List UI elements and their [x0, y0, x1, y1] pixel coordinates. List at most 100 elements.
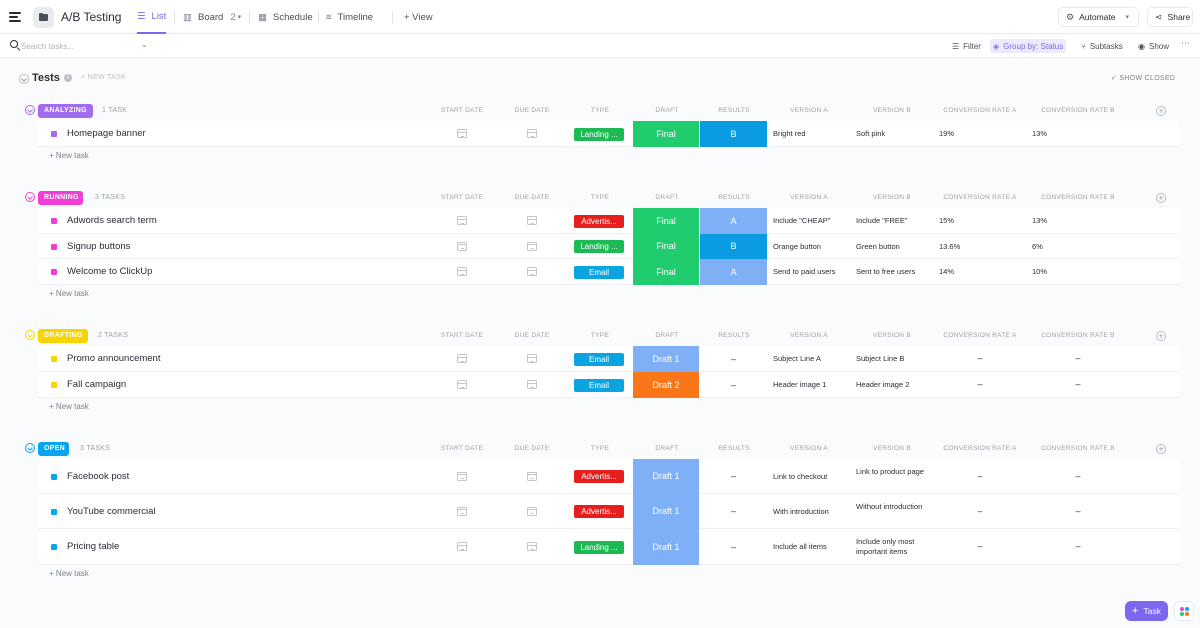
draft-cell[interactable]: Draft 1 [633, 494, 699, 529]
calendar-icon[interactable] [457, 216, 467, 225]
collapse-group-icon[interactable] [25, 192, 35, 202]
status-square[interactable] [51, 269, 57, 275]
search-input[interactable] [21, 39, 131, 53]
new-task-row[interactable]: + New task [49, 569, 89, 578]
hamburger-icon[interactable] [9, 12, 21, 22]
column-header[interactable]: CONVERSION RATE A [943, 332, 1017, 339]
column-header[interactable]: VERSION A [790, 445, 828, 452]
conversion-rate-b-cell[interactable]: 6% [1032, 241, 1043, 251]
new-task-fab[interactable]: + Task [1125, 601, 1168, 621]
draft-cell[interactable]: Draft 1 [633, 529, 699, 565]
draft-cell[interactable]: Draft 2 [633, 372, 699, 398]
column-header[interactable]: VERSION A [790, 194, 828, 201]
version-b-cell[interactable]: Without introduction [856, 501, 923, 511]
status-badge[interactable]: OPEN [38, 442, 69, 456]
type-tag[interactable]: Landing ... [574, 540, 624, 554]
version-a-cell[interactable]: Send to paid users [773, 267, 836, 276]
version-b-cell[interactable]: Header image 2 [856, 380, 910, 389]
column-header[interactable]: START DATE [440, 445, 484, 452]
status-badge[interactable]: RUNNING [38, 191, 83, 205]
column-header[interactable]: TYPE [590, 107, 610, 114]
version-b-cell[interactable]: Subject Line B [856, 354, 905, 363]
conversion-rate-a-cell[interactable]: 13.6% [939, 241, 961, 251]
type-tag[interactable]: Advertis... [574, 470, 624, 483]
draft-cell[interactable]: Final [633, 259, 699, 285]
column-header[interactable]: DUE DATE [514, 194, 550, 201]
calendar-icon[interactable] [457, 241, 467, 251]
type-tag[interactable]: Email [574, 265, 624, 279]
add-view-button[interactable]: + View [404, 11, 433, 23]
filter-button[interactable]: ☰ Filter [952, 41, 981, 51]
conversion-rate-b-cell[interactable]: – [1075, 541, 1081, 551]
collapse-group-icon[interactable] [25, 443, 35, 453]
version-a-cell[interactable]: Bright red [773, 129, 806, 138]
column-header[interactable]: START DATE [440, 332, 484, 339]
table-row[interactable]: Pricing table Landing ... Draft 1 – Include … [38, 529, 1179, 565]
column-header[interactable]: RESULTS [718, 445, 750, 452]
column-header[interactable]: CONVERSION RATE B [1041, 445, 1115, 452]
tab-timeline[interactable]: ≡ Timeline [326, 11, 374, 23]
add-column-icon[interactable]: + [1156, 106, 1166, 116]
table-row[interactable]: Signup buttons Landing ... Final B Orange bu… [38, 234, 1179, 259]
group-by-button[interactable]: ◈ Group by: Status [990, 39, 1067, 53]
calendar-icon[interactable] [527, 542, 537, 551]
calendar-icon[interactable] [527, 241, 537, 251]
task-name[interactable]: Facebook post [67, 470, 130, 482]
new-task-row[interactable]: + New task [49, 289, 89, 298]
show-button[interactable]: ◉ Show [1138, 41, 1169, 51]
calendar-icon[interactable] [457, 542, 467, 551]
apps-icon[interactable] [1174, 601, 1194, 621]
tab-board[interactable]: ▥ Board 2 ▾ [183, 11, 242, 23]
version-b-cell[interactable]: Include only most important items [856, 537, 915, 556]
draft-cell[interactable]: Final [633, 121, 699, 147]
draft-cell[interactable]: Draft 1 [633, 346, 699, 372]
version-a-cell[interactable]: Orange button [773, 241, 821, 251]
status-badge[interactable]: ANALYZING [38, 104, 93, 118]
calendar-icon[interactable] [527, 267, 537, 276]
calendar-icon[interactable] [527, 129, 537, 138]
version-a-cell[interactable]: Header image 1 [773, 380, 827, 389]
version-b-cell[interactable]: Include "FREE" [856, 216, 908, 225]
type-tag[interactable]: Advertis... [574, 214, 624, 228]
column-header[interactable]: DUE DATE [514, 332, 550, 339]
collapse-group-icon[interactable] [25, 105, 35, 115]
tab-schedule[interactable]: ▦ Schedule [258, 11, 313, 23]
column-header[interactable]: VERSION B [872, 107, 912, 114]
type-tag[interactable]: Email [574, 352, 624, 366]
results-cell[interactable]: B [700, 234, 767, 259]
task-name[interactable]: Promo announcement [67, 353, 161, 364]
type-tag[interactable]: Email [574, 378, 624, 392]
share-button[interactable]: ⋖ Share [1147, 7, 1193, 27]
status-square[interactable] [51, 131, 57, 137]
info-icon[interactable]: i [64, 74, 72, 82]
column-header[interactable]: DRAFT [655, 194, 679, 201]
conversion-rate-a-cell[interactable]: – [977, 541, 983, 551]
folder-icon[interactable] [33, 7, 54, 28]
automate-button[interactable]: ⚙ Automate ▾ [1058, 7, 1139, 27]
conversion-rate-b-cell[interactable]: – [1075, 353, 1081, 363]
column-header[interactable]: CONVERSION RATE B [1041, 107, 1115, 114]
conversion-rate-a-cell[interactable]: 19% [939, 129, 955, 138]
column-header[interactable]: CONVERSION RATE A [943, 445, 1017, 452]
column-header[interactable]: CONVERSION RATE B [1041, 332, 1115, 339]
column-header[interactable]: RESULTS [718, 332, 750, 339]
task-name[interactable]: Fall campaign [67, 379, 127, 390]
conversion-rate-b-cell[interactable]: – [1075, 379, 1081, 389]
results-cell[interactable]: – [730, 506, 736, 516]
calendar-icon[interactable] [457, 354, 467, 363]
status-square[interactable] [51, 218, 57, 224]
chevron-down-icon[interactable]: ⌄ [141, 40, 148, 49]
results-cell[interactable]: – [730, 380, 736, 390]
table-row[interactable]: Welcome to ClickUp Email Final A Send to pai… [38, 259, 1179, 285]
new-task-link[interactable]: + NEW TASK [81, 74, 126, 81]
table-row[interactable]: YouTube commercial Advertis... Draft 1 – Wit… [38, 494, 1179, 529]
conversion-rate-a-cell[interactable]: – [977, 353, 983, 363]
draft-cell[interactable]: Final [633, 234, 699, 259]
results-cell[interactable]: A [700, 259, 767, 285]
tab-list[interactable]: ☰ List [137, 0, 167, 34]
status-square[interactable] [51, 544, 57, 550]
more-icon[interactable]: ⋯ [1181, 38, 1190, 48]
calendar-icon[interactable] [527, 506, 537, 516]
column-header[interactable]: TYPE [590, 332, 610, 339]
task-name[interactable]: Adwords search term [67, 215, 157, 226]
